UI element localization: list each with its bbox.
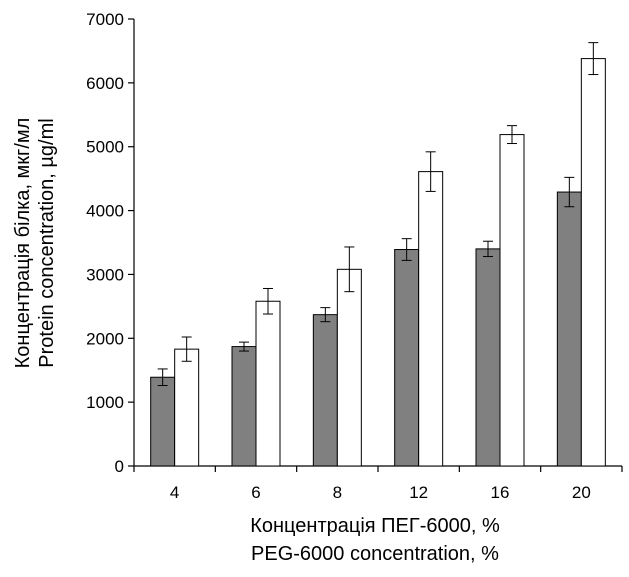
bar-series-2 (336, 268, 362, 467)
y-tick-label: 1000 (86, 393, 124, 412)
y-axis-title-line2: Protein concentration, µg/ml (36, 118, 58, 367)
bar-series-1 (394, 249, 420, 467)
y-tick-label: 5000 (86, 138, 124, 157)
bar-series-1 (231, 346, 257, 467)
y-tick-label: 6000 (86, 74, 124, 93)
bars-group (150, 58, 606, 467)
x-tick-label: 8 (333, 483, 342, 502)
y-axis-ticks: 0 1000 2000 3000 4000 5000 6000 7000 (86, 10, 134, 476)
x-tick-label: 4 (170, 483, 179, 502)
y-tick-label: 4000 (86, 202, 124, 221)
y-tick-label: 2000 (86, 329, 124, 348)
y-axis-title-line1: Концентрація білка, мкг/мл (12, 118, 34, 369)
bar-series-1 (556, 191, 582, 467)
x-axis-title-line1: Концентрація ПЕГ-6000, % (250, 515, 500, 537)
x-tick-label: 12 (409, 483, 428, 502)
x-axis-title-line2: PEG-6000 concentration, % (251, 543, 499, 565)
y-tick-label: 3000 (86, 265, 124, 284)
bar-series-2 (174, 348, 200, 467)
plot-area (133, 19, 622, 467)
bar-series-1 (150, 376, 176, 467)
x-tick-label: 16 (491, 483, 510, 502)
y-tick-label: 7000 (86, 10, 124, 29)
x-axis-ticks: 4 6 8 12 16 20 (133, 466, 623, 502)
x-tick-label: 6 (251, 483, 260, 502)
bar-series-1 (312, 314, 338, 467)
y-tick-label: 0 (115, 457, 124, 476)
x-tick-label: 20 (572, 483, 591, 502)
bar-series-1 (475, 248, 501, 467)
error-bars-group (157, 42, 599, 387)
bar-series-2 (255, 300, 281, 467)
bar-series-2 (499, 134, 525, 467)
bar-series-2 (418, 171, 444, 467)
bar-series-2 (580, 58, 606, 467)
